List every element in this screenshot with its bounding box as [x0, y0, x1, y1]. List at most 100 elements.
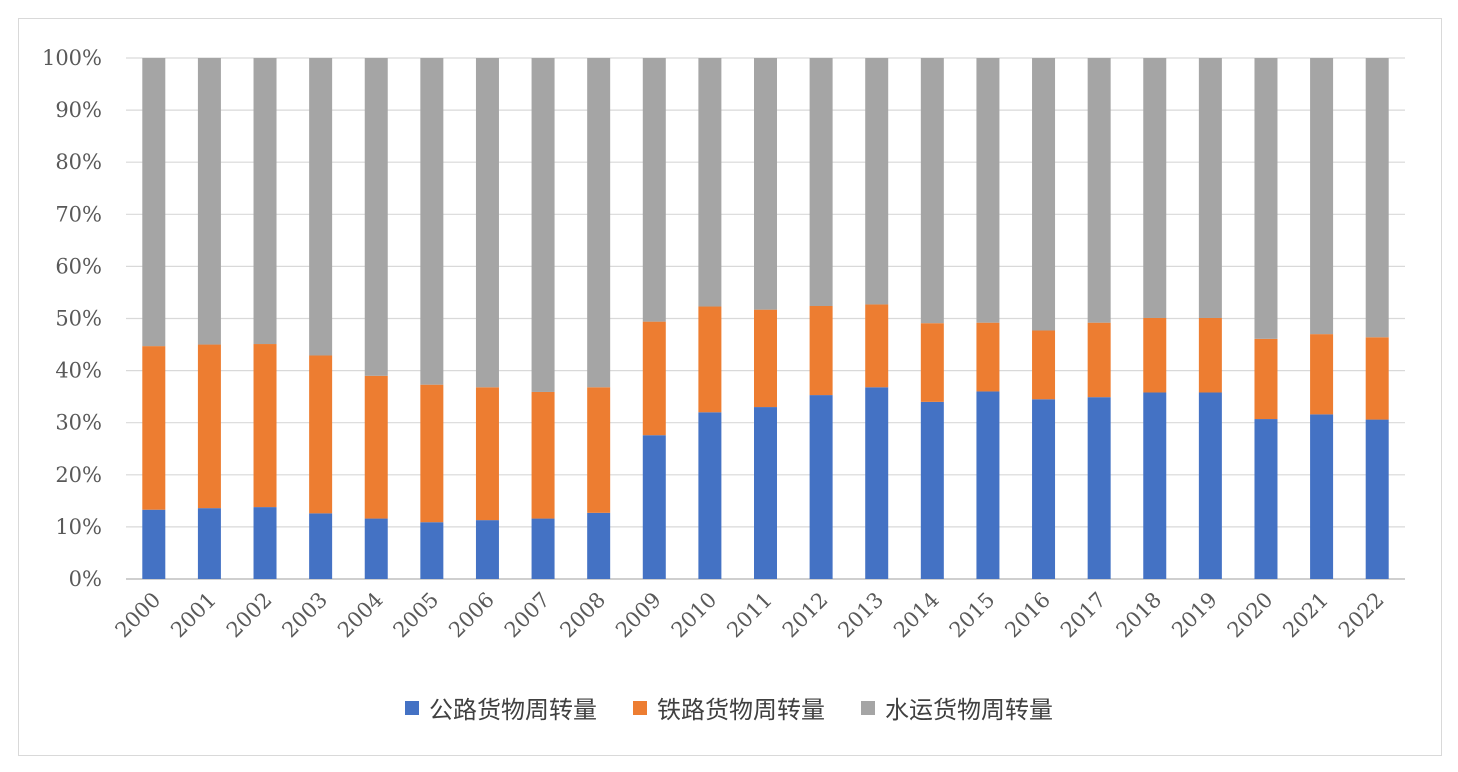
- y-tick-label: 100%: [42, 46, 102, 70]
- y-tick-label: 40%: [55, 359, 102, 383]
- bar-segment-road: [420, 522, 444, 579]
- x-tick-label: 2005: [389, 588, 444, 643]
- bar-segment-water: [531, 58, 555, 392]
- bar-segment-water: [920, 58, 944, 324]
- legend: 公路货物周转量 铁路货物周转量 水运货物周转量: [0, 690, 1458, 725]
- x-tick-label: 2014: [889, 588, 944, 643]
- bar-segment-road: [1087, 397, 1111, 579]
- y-tick-label: 80%: [55, 150, 102, 174]
- x-tick-label: 2012: [778, 588, 833, 643]
- bar-segment-rail: [1254, 338, 1278, 420]
- x-tick-label: 2016: [1000, 588, 1055, 643]
- bar-segment-water: [642, 58, 666, 322]
- bar-segment-road: [1198, 392, 1222, 579]
- bar-segment-rail: [253, 344, 277, 508]
- bar-segment-water: [1087, 58, 1111, 323]
- bar-segment-road: [865, 387, 889, 579]
- bar-segment-rail: [754, 309, 777, 408]
- bar-segment-water: [976, 58, 1000, 323]
- y-tick-label: 30%: [55, 411, 102, 435]
- bar-segment-road: [920, 401, 944, 579]
- legend-label-water: 水运货物周转量: [885, 696, 1053, 724]
- bar-segment-water: [1032, 58, 1056, 331]
- legend-swatch-water: [861, 700, 875, 715]
- bar-segment-rail: [920, 323, 944, 402]
- x-tick-label: 2013: [833, 588, 888, 643]
- x-tick-label: 2011: [722, 588, 777, 643]
- x-tick-label: 2004: [333, 588, 388, 643]
- legend-label-road: 公路货物周转量: [429, 696, 597, 724]
- x-tick-label: 2003: [277, 588, 332, 643]
- bar-segment-rail: [1365, 337, 1389, 420]
- bar-segment-road: [698, 412, 722, 579]
- bar-segment-rail: [1032, 330, 1056, 400]
- bar-segment-road: [587, 512, 611, 579]
- y-tick-label: 90%: [55, 98, 102, 122]
- bar-segment-rail: [142, 346, 166, 510]
- bar-segment-road: [809, 395, 833, 579]
- bar-segment-rail: [1087, 322, 1111, 398]
- legend-swatch-rail: [633, 700, 647, 715]
- bar-segment-rail: [364, 375, 388, 519]
- x-tick-label: 2000: [111, 588, 166, 643]
- legend-item-road: 公路货物周转量: [405, 690, 597, 725]
- x-tick-label: 2020: [1223, 588, 1278, 643]
- x-tick-label: 2018: [1112, 588, 1167, 643]
- bar-segment-water: [253, 58, 277, 345]
- bar-segment-rail: [531, 391, 555, 519]
- y-tick-label: 50%: [55, 307, 102, 331]
- legend-swatch-road: [405, 700, 419, 715]
- bar-segment-road: [1254, 419, 1278, 579]
- bar-segment-road: [475, 520, 499, 579]
- bar-segment-rail: [309, 355, 333, 514]
- bar-segment-water: [587, 58, 611, 388]
- bar-segment-water: [142, 58, 166, 347]
- x-tick-label: 2015: [945, 588, 1000, 643]
- bar-segment-road: [364, 518, 388, 579]
- bar-segment-road: [976, 391, 1000, 579]
- bar-segment-road: [253, 507, 277, 579]
- bar-segment-rail: [1198, 317, 1222, 393]
- x-tick-label: 2021: [1278, 588, 1333, 643]
- x-tick-label: 2006: [444, 588, 499, 643]
- bar-segment-water: [1365, 58, 1389, 338]
- bar-segment-water: [309, 58, 333, 356]
- x-tick-label: 2010: [667, 588, 722, 643]
- bar-segment-road: [197, 508, 221, 579]
- bar-segment-water: [364, 58, 388, 376]
- bar-segment-rail: [420, 384, 444, 523]
- bar-segment-rail: [587, 387, 611, 513]
- bar-segment-road: [642, 435, 666, 579]
- bar-segment-road: [1310, 414, 1334, 579]
- bar-segment-water: [865, 58, 889, 305]
- legend-item-water: 水运货物周转量: [861, 690, 1053, 725]
- x-tick-label: 2022: [1334, 588, 1389, 643]
- bar-segment-rail: [809, 305, 833, 396]
- bar-segment-rail: [475, 387, 499, 521]
- y-tick-label: 10%: [55, 515, 102, 539]
- y-tick-label: 20%: [55, 463, 102, 487]
- y-tick-label: 70%: [55, 202, 102, 226]
- x-tick-label: 2009: [611, 588, 666, 643]
- bar-segment-rail: [698, 306, 722, 413]
- x-tick-label: 2001: [166, 588, 221, 643]
- bar-segment-road: [531, 518, 555, 579]
- bar-segment-road: [1143, 392, 1167, 579]
- bar-segment-rail: [1310, 334, 1334, 415]
- bar-segment-water: [754, 58, 777, 310]
- bar-segment-water: [197, 58, 221, 345]
- bar-segment-road: [1365, 419, 1389, 579]
- bar-segment-rail: [642, 321, 666, 436]
- x-tick-label: 2007: [500, 588, 555, 643]
- bar-segment-water: [420, 58, 444, 385]
- bar-segment-rail: [197, 344, 221, 509]
- y-tick-label: 60%: [55, 254, 102, 278]
- bar-segment-road: [142, 509, 166, 579]
- bar-segment-water: [1198, 58, 1222, 318]
- legend-label-rail: 铁路货物周转量: [657, 696, 825, 724]
- bar-segment-water: [809, 58, 833, 306]
- x-tick-label: 2017: [1056, 588, 1111, 643]
- bar-segment-road: [309, 513, 333, 579]
- bar-segment-water: [1254, 58, 1278, 339]
- y-tick-label: 0%: [69, 567, 102, 591]
